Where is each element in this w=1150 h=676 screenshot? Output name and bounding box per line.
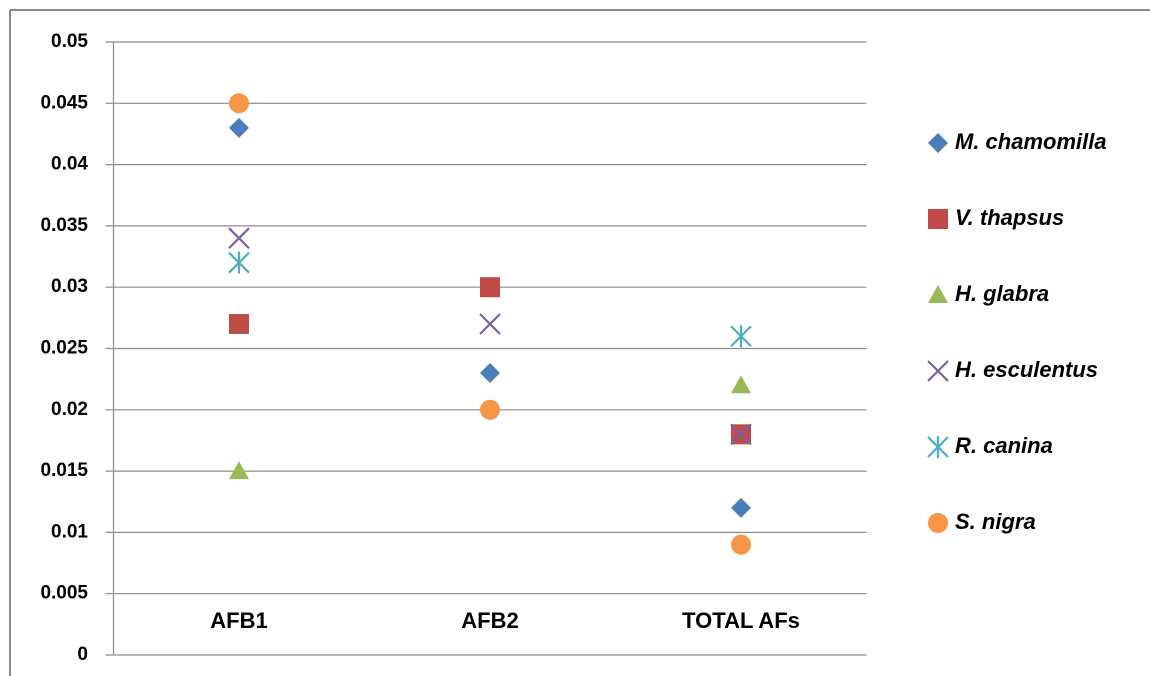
y-tick-label: 0.04 [51, 154, 88, 175]
marker [480, 363, 500, 384]
marker [480, 277, 500, 298]
marker [228, 227, 250, 249]
legend-marker [928, 513, 948, 533]
y-tick-label: 0.015 [40, 460, 88, 481]
y-tick-label: 0.035 [40, 215, 88, 236]
y-tick-label: 0 [77, 644, 88, 665]
marker [229, 313, 249, 334]
marker [730, 325, 752, 348]
y-tick-label: 0.05 [51, 31, 88, 52]
legend-label: R. canina [955, 433, 1053, 458]
legend-label: V. thapsus [955, 205, 1064, 230]
marker [479, 313, 501, 335]
marker [229, 93, 249, 114]
marker [731, 375, 751, 394]
y-tick-label: 0.03 [51, 276, 88, 297]
x-tick-label: AFB2 [461, 608, 518, 633]
y-tick-label: 0.005 [40, 583, 88, 604]
marker [228, 251, 250, 274]
legend-marker [928, 133, 948, 153]
y-tick-label: 0.01 [51, 521, 88, 542]
legend-marker [928, 285, 948, 303]
marker [229, 117, 249, 138]
marker [229, 461, 249, 480]
legend-label: H. esculentus [955, 357, 1098, 382]
legend-marker [928, 209, 948, 229]
y-tick-label: 0.025 [40, 338, 88, 359]
marker [480, 399, 500, 420]
legend-marker [927, 436, 949, 458]
marker [730, 423, 752, 446]
y-tick-label: 0.02 [51, 399, 88, 420]
x-tick-label: TOTAL AFs [682, 608, 800, 633]
legend-label: H. glabra [955, 281, 1049, 306]
marker [731, 534, 751, 555]
legend-label: M. chamomilla [955, 129, 1107, 154]
marker [731, 497, 751, 518]
legend-marker [927, 360, 949, 382]
y-tick-label: 0.045 [40, 92, 88, 113]
x-tick-label: AFB1 [210, 608, 267, 633]
legend-label: S. nigra [955, 509, 1036, 534]
